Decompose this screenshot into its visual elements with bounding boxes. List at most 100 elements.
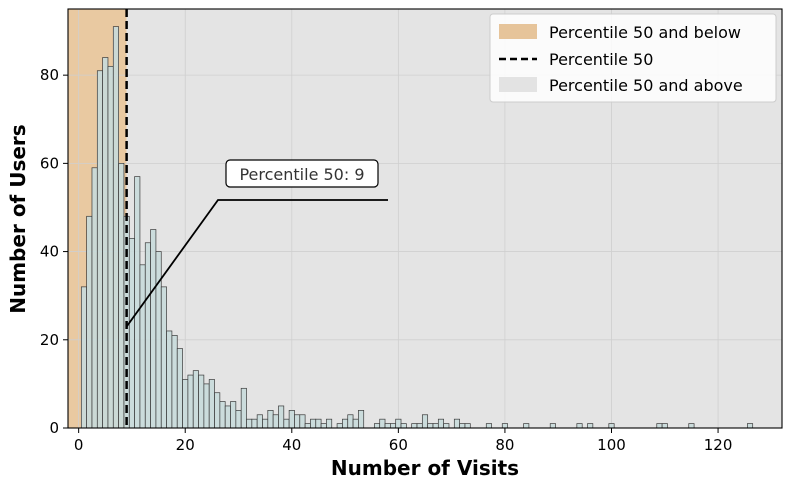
histogram-bar — [139, 264, 146, 429]
histogram-bar — [240, 387, 247, 429]
histogram-bar — [192, 370, 199, 429]
histogram-bar — [501, 423, 508, 429]
histogram-bar — [374, 423, 381, 429]
histogram-bar — [395, 418, 402, 429]
histogram-bar — [96, 70, 103, 429]
legend-swatch-above — [499, 77, 537, 92]
histogram-bar — [384, 423, 391, 429]
histogram-bar — [310, 418, 317, 429]
y-axis-label: Number of Users — [6, 124, 30, 313]
histogram-bar — [230, 401, 237, 429]
histogram-bar — [278, 405, 285, 429]
y-tick-label: 60 — [40, 154, 59, 172]
histogram-bar — [112, 26, 119, 429]
legend: Percentile 50 and below Percentile 50 Pe… — [489, 13, 777, 103]
histogram-bar — [128, 237, 135, 429]
histogram-bar — [315, 418, 322, 429]
histogram-bar — [102, 57, 109, 429]
histogram-bar — [587, 423, 594, 429]
histogram-bar — [246, 418, 253, 429]
histogram-bar — [86, 215, 93, 429]
x-tick-label: 40 — [282, 436, 301, 454]
y-tick-label: 0 — [49, 419, 59, 437]
annotation-text: Percentile 50: 9 — [239, 165, 364, 184]
histogram-bar — [656, 423, 663, 429]
histogram-bar — [453, 418, 460, 429]
histogram-bar — [342, 418, 349, 429]
histogram-bar — [272, 414, 279, 429]
x-tick-label: 80 — [495, 436, 514, 454]
histogram-bar — [187, 374, 194, 429]
histogram-bar — [576, 423, 583, 429]
histogram-bar — [155, 251, 162, 429]
histogram-bar — [251, 418, 258, 429]
histogram-bar — [267, 410, 274, 429]
x-tick-label: 120 — [704, 436, 733, 454]
histogram-bar — [608, 423, 615, 429]
histogram-bar — [416, 423, 423, 429]
histogram-bar — [688, 423, 695, 429]
legend-label-above: Percentile 50 and above — [549, 76, 743, 95]
legend-swatch-below — [499, 24, 537, 39]
legend-label-below: Percentile 50 and below — [549, 23, 741, 42]
histogram-bar — [203, 383, 210, 429]
histogram-bar — [134, 176, 141, 429]
x-tick-label: 100 — [597, 436, 626, 454]
y-tick-label: 20 — [40, 331, 59, 349]
histogram-bar — [219, 401, 226, 429]
y-tick-label: 40 — [40, 243, 59, 261]
histogram-bar — [118, 163, 125, 429]
histogram-bar — [485, 423, 492, 429]
legend-label-median: Percentile 50 — [549, 50, 653, 69]
histogram-bar — [347, 414, 354, 429]
plot-frame — [67, 8, 783, 429]
x-tick-label: 0 — [74, 436, 84, 454]
histogram-bar — [214, 392, 221, 429]
x-axis-label: Number of Visits — [331, 456, 519, 480]
histogram-bar — [661, 423, 668, 429]
histogram-bar — [91, 167, 98, 429]
histogram-bar — [427, 423, 434, 429]
histogram-bar — [437, 418, 444, 429]
histogram-bar — [171, 335, 178, 429]
histogram-bar — [304, 423, 311, 429]
x-tick-label: 20 — [176, 436, 195, 454]
histogram-bar — [160, 286, 167, 429]
histogram-bar — [198, 374, 205, 429]
x-axis-ticks: 0 20 40 60 80 100 120 — [74, 428, 732, 454]
y-tick-label: 80 — [40, 66, 59, 84]
histogram-bar — [235, 410, 242, 429]
histogram-bar — [176, 348, 183, 429]
histogram-bar — [390, 423, 397, 429]
histogram-bar — [150, 229, 157, 429]
percentile-annotation: Percentile 50: 9 — [125, 159, 388, 328]
histogram-bar — [80, 286, 87, 429]
histogram-bar — [336, 423, 343, 429]
histogram-bar — [358, 410, 365, 429]
histogram-bar — [262, 418, 269, 429]
histogram-bar — [379, 418, 386, 429]
histogram-bar — [549, 423, 556, 429]
histogram-bar — [523, 423, 530, 429]
histogram-bar — [288, 410, 295, 429]
histogram-bar — [443, 423, 450, 429]
histogram-bar — [256, 414, 263, 429]
histogram-bar — [294, 414, 301, 429]
histogram-bar — [182, 379, 189, 429]
histogram-bar — [299, 414, 306, 429]
histogram-bars — [80, 26, 754, 429]
histogram-bar — [107, 65, 114, 429]
legend-frame — [489, 13, 777, 103]
annotation-box — [225, 159, 379, 188]
histogram-bar — [166, 330, 173, 429]
histogram-bar — [747, 423, 754, 429]
histogram-bar — [224, 405, 231, 429]
histogram-bar — [283, 418, 290, 429]
x-tick-label: 60 — [389, 436, 408, 454]
annotation-connector — [125, 199, 388, 328]
histogram-bar — [144, 242, 151, 429]
histogram-bar — [464, 423, 471, 429]
histogram-bar — [421, 414, 429, 429]
histogram-bar — [411, 423, 418, 429]
